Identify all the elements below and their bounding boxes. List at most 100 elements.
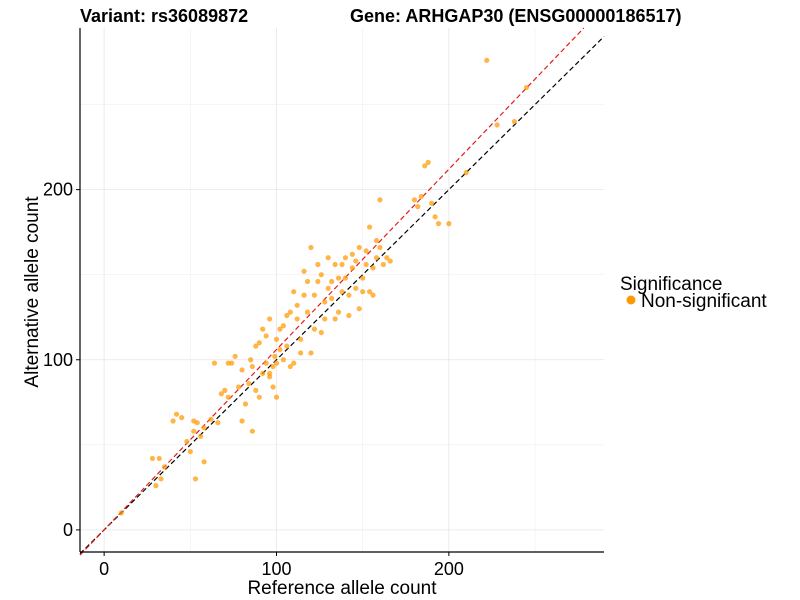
data-point <box>425 159 431 166</box>
data-point <box>366 289 373 295</box>
data-point <box>363 261 369 268</box>
data-point <box>267 316 273 322</box>
data-point <box>494 122 500 128</box>
data-point <box>229 360 235 366</box>
data-point <box>253 387 259 393</box>
data-point <box>346 292 352 298</box>
data-point <box>284 312 290 319</box>
data-point <box>253 343 259 349</box>
data-point <box>239 418 245 424</box>
data-point <box>308 350 314 356</box>
data-point <box>370 265 376 271</box>
data-point <box>263 360 269 366</box>
data-point <box>356 306 362 312</box>
data-point <box>191 428 197 434</box>
data-point <box>273 394 280 400</box>
data-point <box>373 238 380 244</box>
data-point <box>432 214 438 220</box>
data-point <box>346 312 352 319</box>
data-point <box>366 224 373 230</box>
data-point <box>387 258 393 264</box>
data-point <box>222 387 228 393</box>
x-axis-title: Reference allele count <box>247 578 437 599</box>
data-point <box>322 316 328 322</box>
data-point <box>280 323 286 329</box>
data-point <box>360 275 366 281</box>
data-point <box>201 425 207 431</box>
data-point <box>339 261 345 268</box>
grid-lines <box>80 28 604 552</box>
data-point <box>511 118 517 125</box>
data-point <box>273 336 280 342</box>
data-point <box>342 275 349 281</box>
data-point <box>332 261 338 268</box>
data-point <box>263 333 269 339</box>
data-point <box>198 433 204 439</box>
data-point <box>329 295 335 302</box>
data-point <box>201 459 207 465</box>
data-point <box>225 394 231 400</box>
legend-key-non-significant <box>626 295 636 305</box>
axes: 0 100 200 0 100 200 <box>43 28 604 579</box>
data-point <box>311 292 318 298</box>
data-point <box>179 414 185 421</box>
data-point <box>270 363 276 370</box>
data-point <box>242 401 249 407</box>
data-point <box>235 384 242 390</box>
data-point <box>304 278 311 285</box>
data-point <box>315 278 321 285</box>
data-point <box>270 384 276 390</box>
data-point <box>118 510 124 516</box>
data-point <box>325 285 331 291</box>
data-point <box>273 360 280 366</box>
data-point <box>463 170 469 176</box>
reference-line-identity <box>79 36 605 555</box>
data-point <box>373 255 380 261</box>
data-point <box>523 84 530 91</box>
data-point <box>339 289 345 295</box>
data-point <box>311 326 318 332</box>
data-point <box>325 255 331 261</box>
data-point <box>349 251 355 257</box>
data-point <box>294 302 300 308</box>
data-point <box>153 483 159 489</box>
data-point <box>173 411 180 417</box>
data-point <box>232 353 238 359</box>
data-point <box>335 275 342 281</box>
data-point <box>411 197 417 203</box>
data-point <box>158 476 164 482</box>
data-point <box>435 221 442 227</box>
data-point <box>360 289 366 295</box>
data-point <box>298 350 304 356</box>
data-point <box>353 285 359 291</box>
data-point <box>291 360 297 366</box>
data-point <box>377 197 383 203</box>
data-point <box>218 391 224 397</box>
data-point <box>156 455 162 462</box>
data-point <box>208 416 214 422</box>
y-tick-label: 0 <box>63 520 73 540</box>
data-point <box>287 309 293 315</box>
legend-label-non-significant: Non-significant <box>641 291 767 312</box>
data-point <box>267 370 273 376</box>
data-point <box>446 221 452 227</box>
data-point <box>349 265 355 271</box>
data-point <box>249 428 255 434</box>
data-point <box>187 449 193 455</box>
data-point <box>356 244 362 251</box>
data-point <box>194 420 200 426</box>
data-point <box>277 326 283 332</box>
data-point <box>415 204 421 210</box>
data-point <box>304 309 311 315</box>
data-point <box>211 360 218 366</box>
data-point <box>318 272 324 278</box>
data-point <box>301 292 307 298</box>
legend: Significance Non-significant <box>620 274 767 312</box>
data-point <box>149 455 155 462</box>
data-point <box>192 476 199 482</box>
data-point <box>280 357 286 363</box>
y-tick-label: 100 <box>43 350 73 370</box>
data-point <box>418 193 424 200</box>
data-point <box>161 464 168 470</box>
